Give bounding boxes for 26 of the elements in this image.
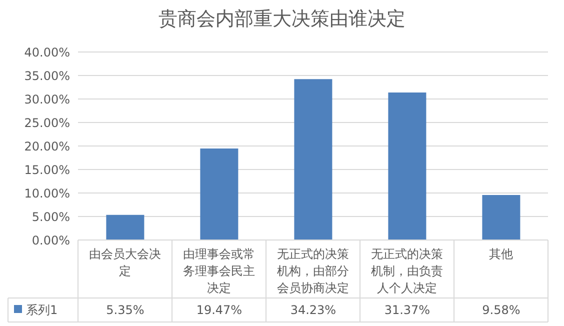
y-tick-label: 10.00% <box>24 186 70 200</box>
bar <box>106 214 144 240</box>
y-tick-label: 20.00% <box>24 139 70 154</box>
bar <box>294 79 332 240</box>
data-label: 34.23% <box>290 303 336 317</box>
x-tick-label: 无正式的决策机制，由负责人个人决定 <box>371 247 443 295</box>
y-tick-label: 40.00% <box>24 45 70 60</box>
x-tick-label: 无正式的决策机构，由部分会员协商决定 <box>277 247 349 295</box>
bar <box>388 92 426 240</box>
bar <box>200 148 238 240</box>
x-tick-label: 由会员大会决定 <box>89 247 161 278</box>
y-tick-label: 30.00% <box>24 92 70 106</box>
x-tick-label: 其他 <box>489 247 513 261</box>
legend-label: 系列1 <box>26 303 58 317</box>
y-tick-label: 35.00% <box>24 68 70 83</box>
y-tick-label: 15.00% <box>24 162 70 177</box>
chart-title: 贵商会内部重大决策由谁决定 <box>158 7 406 32</box>
data-label: 19.47% <box>196 303 242 317</box>
data-label: 5.35% <box>106 303 144 317</box>
y-tick-label: 25.00% <box>24 116 70 130</box>
x-tick-label: 由理事会或常务理事会民主决定 <box>183 247 255 295</box>
y-tick-label: 0.00% <box>32 233 70 248</box>
y-tick-label: 5.00% <box>32 210 70 224</box>
data-label: 9.58% <box>482 303 520 317</box>
data-label: 31.37% <box>384 303 430 317</box>
bar <box>482 194 520 240</box>
